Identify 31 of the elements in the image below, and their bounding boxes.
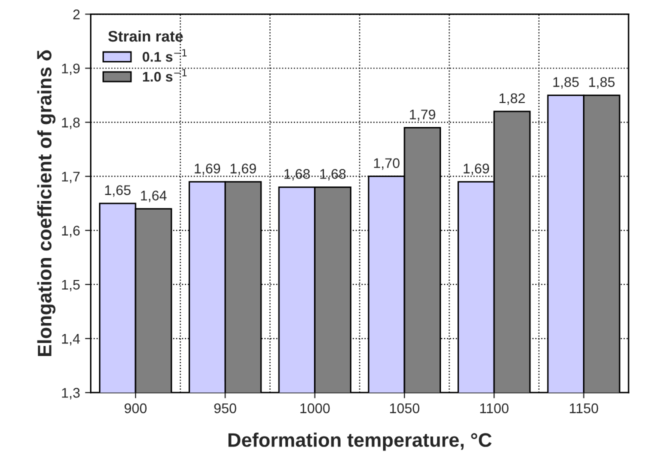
- y-tick-label: 1,6: [62, 226, 80, 238]
- x-axis-title: Deformation temperature, °C: [228, 432, 492, 451]
- data-label: 1,68: [284, 169, 310, 181]
- data-label: 1,64: [141, 190, 167, 202]
- x-tick-label: 1050: [390, 403, 420, 414]
- data-label: 1,85: [589, 77, 615, 89]
- data-label: 1,70: [374, 158, 400, 170]
- y-tick-label: 2: [73, 10, 80, 20]
- data-label: 1,82: [500, 93, 525, 105]
- y-tick-label: 1,4: [62, 334, 80, 346]
- y-axis-title: Elongation coefficient of grains δ: [37, 50, 56, 356]
- data-label: 1,79: [410, 110, 436, 122]
- data-label: 1,68: [320, 169, 346, 181]
- y-tick-label: 1,5: [62, 280, 80, 292]
- data-label: 1,85: [553, 77, 579, 89]
- x-tick-label: 1100: [480, 403, 508, 414]
- x-tick-label: 1150: [570, 403, 598, 414]
- data-label: 1,65: [105, 185, 131, 197]
- legend-label: 0.1 s$^{−1}$: [142, 49, 187, 62]
- legend-title: Strain rate: [108, 30, 183, 42]
- y-tick-label: 1,7: [62, 172, 80, 184]
- y-tick-label: 1,8: [62, 118, 80, 130]
- x-tick-label: 950: [214, 403, 236, 414]
- y-tick-label: 1,3: [62, 388, 80, 400]
- x-tick-label: 1000: [300, 403, 330, 414]
- data-label: 1,69: [464, 164, 490, 176]
- x-tick-label: 900: [124, 403, 147, 414]
- data-label: 1,69: [194, 164, 220, 176]
- y-tick-label: 1,9: [62, 64, 80, 76]
- data-label: 1,69: [230, 164, 256, 176]
- legend-label: 1.0 s$^{−1}$: [142, 69, 187, 82]
